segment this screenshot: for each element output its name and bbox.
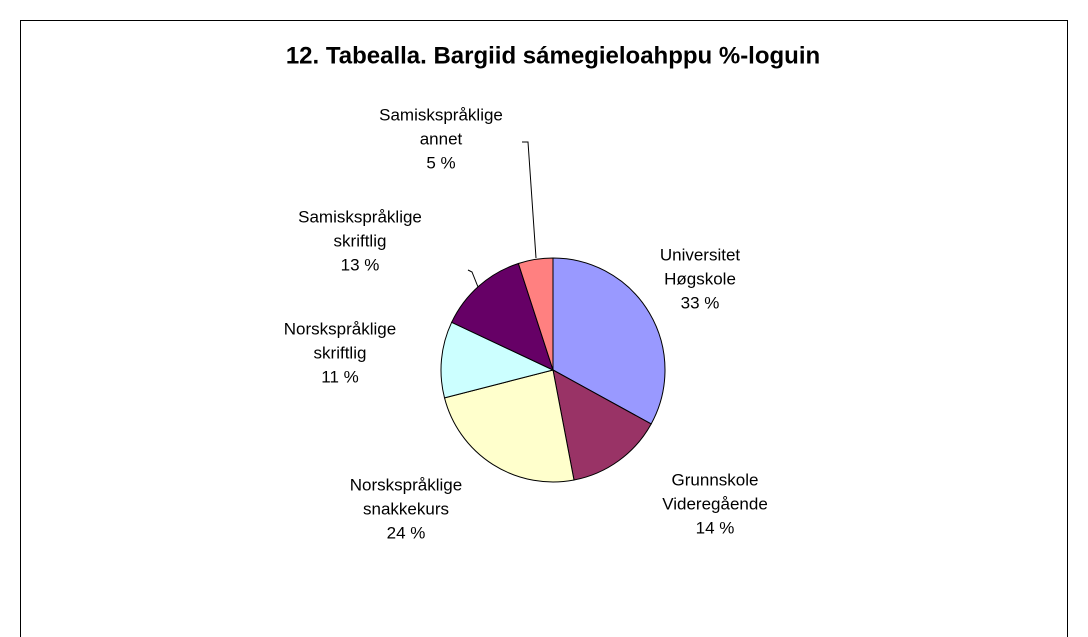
slice-value-label: 33 % <box>681 293 720 312</box>
slice-value-label: 11 % <box>321 367 359 386</box>
slice-label: Høgskole <box>664 269 736 288</box>
pie-slice <box>552 257 666 425</box>
pie-slice <box>443 369 575 483</box>
chart-title: 12. Tabealla. Bargiid sámegieloahppu %-l… <box>286 42 820 69</box>
slice-value-label: 14 % <box>696 518 735 537</box>
slice-label: Grunnskole <box>672 470 759 489</box>
pie-slice <box>440 321 555 399</box>
slice-value-label: 13 % <box>341 255 380 274</box>
slice-label: Norskspråklige <box>284 319 396 338</box>
slice-label: Samiskspråklige <box>379 105 503 124</box>
slice-label: skriftlig <box>314 343 367 362</box>
slice-label: Norskspråklige <box>350 475 462 494</box>
leader-line <box>522 141 537 259</box>
slice-value-label: 5 % <box>426 153 455 172</box>
slice-label: Samiskspråklige <box>298 207 422 226</box>
leader-line <box>467 269 481 293</box>
slice-label: snakkekurs <box>363 499 449 518</box>
slice-label: Videregående <box>662 494 768 513</box>
slice-label: annet <box>420 129 463 148</box>
slice-value-label: 24 % <box>387 523 426 542</box>
pie-slice <box>552 369 652 481</box>
slice-label: Universitet <box>660 245 741 264</box>
slice-label: skriftlig <box>334 231 387 250</box>
pie-slice <box>517 257 554 371</box>
pie-slice <box>450 262 554 371</box>
